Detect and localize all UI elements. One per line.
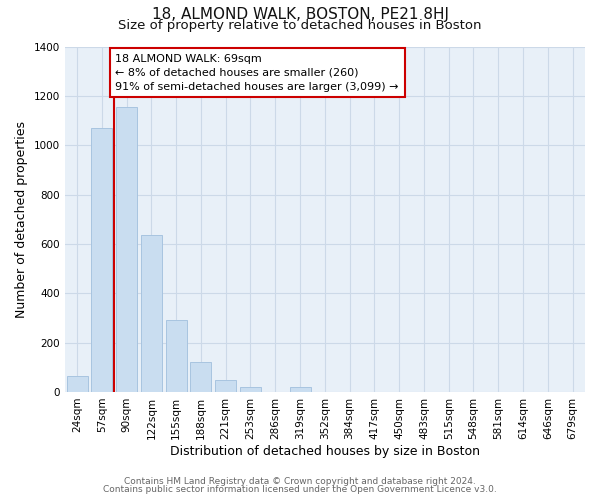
Bar [166,320,187,392]
Text: 18 ALMOND WALK: 69sqm
← 8% of detached houses are smaller (260)
91% of semi-deta: 18 ALMOND WALK: 69sqm ← 8% of detached h… [115,54,399,92]
Bar [116,107,137,392]
Bar [240,386,261,392]
Text: Contains public sector information licensed under the Open Government Licence v3: Contains public sector information licen… [103,485,497,494]
Bar [290,386,311,392]
Bar [91,128,112,392]
Bar [215,380,236,392]
Y-axis label: Number of detached properties: Number of detached properties [15,120,28,318]
Text: Contains HM Land Registry data © Crown copyright and database right 2024.: Contains HM Land Registry data © Crown c… [124,477,476,486]
Bar [141,236,162,392]
Bar [190,362,211,392]
Bar [67,376,88,392]
Text: 18, ALMOND WALK, BOSTON, PE21 8HJ: 18, ALMOND WALK, BOSTON, PE21 8HJ [151,8,449,22]
X-axis label: Distribution of detached houses by size in Boston: Distribution of detached houses by size … [170,444,480,458]
Text: Size of property relative to detached houses in Boston: Size of property relative to detached ho… [118,19,482,32]
